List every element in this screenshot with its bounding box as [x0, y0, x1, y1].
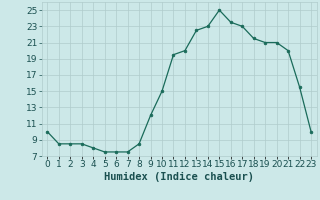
X-axis label: Humidex (Indice chaleur): Humidex (Indice chaleur) — [104, 172, 254, 182]
